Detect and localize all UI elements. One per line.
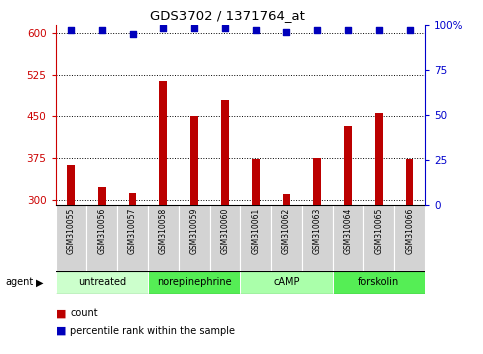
Point (128, 31, 136, 37)
Point (67, 27, 75, 33)
Bar (271, 205, 302, 271)
Point (221, 25, 229, 31)
Bar (375, 113, 383, 354)
Point (283, 29, 290, 35)
Bar (333, 271, 425, 294)
Text: GSM310064: GSM310064 (343, 207, 353, 254)
Text: GSM310057: GSM310057 (128, 207, 137, 254)
Point (159, 25, 167, 31)
Text: percentile rank within the sample: percentile rank within the sample (70, 326, 235, 336)
Text: GSM310058: GSM310058 (159, 207, 168, 253)
Bar (252, 159, 259, 354)
Point (252, 27, 259, 33)
Bar (128, 193, 136, 354)
Point (313, 27, 321, 33)
Bar (86, 205, 117, 271)
Bar (148, 271, 241, 294)
Text: GSM310056: GSM310056 (97, 207, 106, 254)
Text: GSM310060: GSM310060 (220, 207, 229, 254)
Bar (56, 205, 86, 271)
Text: ▶: ▶ (36, 277, 43, 287)
Text: GSM310062: GSM310062 (282, 207, 291, 253)
Text: GSM310066: GSM310066 (405, 207, 414, 254)
Bar (190, 116, 198, 354)
Text: ■: ■ (56, 308, 66, 318)
Bar (302, 205, 333, 271)
Text: untreated: untreated (78, 277, 126, 287)
Text: norepinephrine: norepinephrine (157, 277, 231, 287)
Text: cAMP: cAMP (273, 277, 300, 287)
Bar (240, 271, 333, 294)
Text: agent: agent (6, 277, 34, 287)
Point (344, 27, 352, 33)
Text: GSM310061: GSM310061 (251, 207, 260, 253)
Text: GSM310063: GSM310063 (313, 207, 322, 254)
Bar (148, 205, 179, 271)
Point (375, 27, 383, 33)
Bar (179, 205, 210, 271)
Text: forskolin: forskolin (358, 277, 399, 287)
Bar (406, 159, 413, 354)
Bar (344, 126, 352, 354)
Bar (283, 194, 290, 354)
Bar (364, 205, 394, 271)
Bar (98, 187, 106, 354)
Text: ■: ■ (56, 326, 66, 336)
Point (190, 25, 198, 31)
Text: GSM310065: GSM310065 (374, 207, 384, 254)
Bar (313, 158, 321, 354)
Bar (240, 205, 271, 271)
Bar (159, 81, 167, 354)
Bar (221, 100, 229, 354)
Bar (67, 165, 75, 354)
Text: GSM310059: GSM310059 (190, 207, 199, 254)
Point (98, 27, 106, 33)
Text: GDS3702 / 1371764_at: GDS3702 / 1371764_at (150, 9, 304, 22)
Bar (210, 205, 240, 271)
Point (406, 27, 413, 33)
Bar (117, 205, 148, 271)
Bar (333, 205, 364, 271)
Text: GSM310055: GSM310055 (67, 207, 75, 254)
Text: count: count (70, 308, 98, 318)
Bar (56, 271, 148, 294)
Bar (394, 205, 425, 271)
